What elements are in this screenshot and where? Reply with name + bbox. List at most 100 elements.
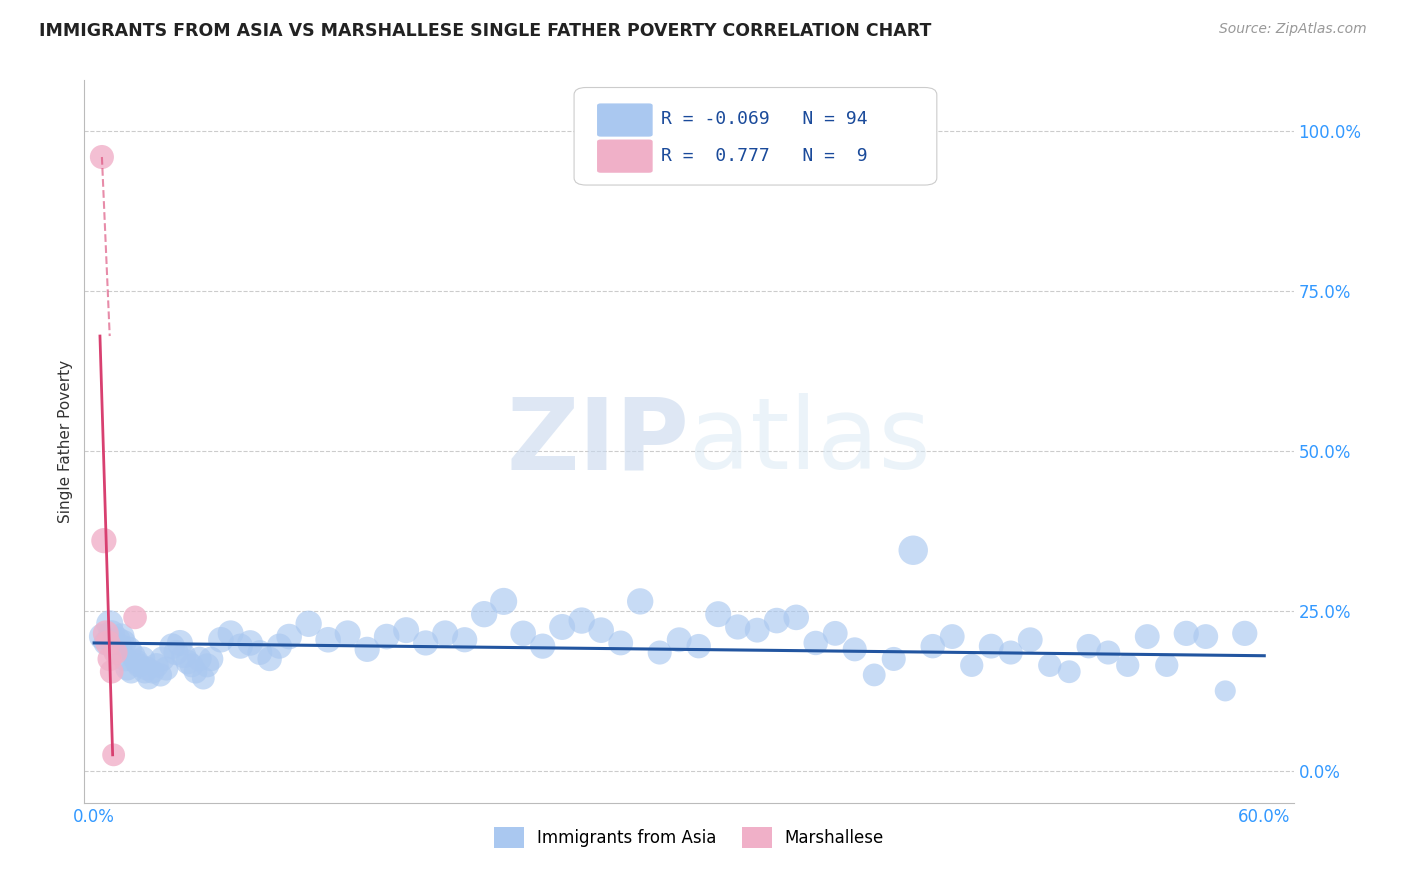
Point <box>107 632 129 647</box>
Point <box>1136 630 1159 644</box>
FancyBboxPatch shape <box>574 87 936 185</box>
Point <box>960 658 983 673</box>
Point <box>883 652 905 666</box>
Point <box>184 665 207 679</box>
Point <box>395 623 418 637</box>
Point <box>609 636 631 650</box>
Point <box>145 658 167 673</box>
Point <box>804 636 827 650</box>
Point <box>415 636 437 650</box>
Point <box>165 646 187 660</box>
Point <box>298 616 321 631</box>
Point <box>193 671 215 685</box>
Point <box>177 655 200 669</box>
Point <box>169 636 191 650</box>
Point <box>1039 658 1062 673</box>
Point <box>134 665 156 679</box>
Text: Source: ZipAtlas.com: Source: ZipAtlas.com <box>1219 22 1367 37</box>
Point <box>122 648 145 663</box>
Point <box>941 630 963 644</box>
Text: ZIP: ZIP <box>506 393 689 490</box>
Point <box>844 642 866 657</box>
Point <box>239 636 262 650</box>
Point <box>155 661 177 675</box>
Point <box>571 614 593 628</box>
Text: R = -0.069   N = 94: R = -0.069 N = 94 <box>661 110 868 128</box>
Text: atlas: atlas <box>689 393 931 490</box>
Point <box>1019 632 1042 647</box>
Point <box>160 639 183 653</box>
Point <box>824 626 846 640</box>
Point <box>269 639 291 653</box>
Point <box>249 646 271 660</box>
Point <box>492 594 515 608</box>
Point <box>209 632 232 647</box>
Point <box>765 614 787 628</box>
Point <box>103 747 125 762</box>
Point <box>124 610 146 624</box>
Point <box>259 652 281 666</box>
Point <box>110 630 132 644</box>
FancyBboxPatch shape <box>598 103 652 136</box>
Point <box>1195 630 1218 644</box>
Point <box>512 626 534 640</box>
Point <box>97 636 120 650</box>
Point <box>135 661 157 675</box>
Legend: Immigrants from Asia, Marshallese: Immigrants from Asia, Marshallese <box>485 819 893 856</box>
Point <box>125 655 148 669</box>
Point <box>551 620 574 634</box>
Point <box>100 626 122 640</box>
Point <box>103 636 125 650</box>
Point <box>149 668 172 682</box>
Point <box>316 632 339 647</box>
Point <box>195 658 218 673</box>
Point <box>356 642 378 657</box>
Point <box>128 658 150 673</box>
Point <box>138 671 160 685</box>
Point <box>1175 626 1198 640</box>
Point <box>94 636 117 650</box>
Point <box>863 668 886 682</box>
Point <box>531 639 554 653</box>
Point <box>1000 646 1022 660</box>
Point <box>278 630 301 644</box>
Point <box>118 642 141 657</box>
FancyBboxPatch shape <box>598 139 652 173</box>
Point <box>591 623 613 637</box>
Point <box>98 616 121 631</box>
Point <box>747 623 769 637</box>
Point <box>100 665 122 679</box>
Point <box>727 620 749 634</box>
Point <box>188 652 211 666</box>
Point <box>200 652 222 666</box>
Point <box>628 594 651 608</box>
Point <box>117 661 139 675</box>
Y-axis label: Single Father Poverty: Single Father Poverty <box>58 360 73 523</box>
Point <box>434 626 457 640</box>
Point <box>472 607 495 622</box>
Point <box>1057 665 1080 679</box>
Point <box>1097 646 1119 660</box>
Text: IMMIGRANTS FROM ASIA VS MARSHALLESE SINGLE FATHER POVERTY CORRELATION CHART: IMMIGRANTS FROM ASIA VS MARSHALLESE SING… <box>39 22 932 40</box>
Point <box>453 632 475 647</box>
Point <box>980 639 1002 653</box>
Point <box>688 639 710 653</box>
Point <box>648 646 671 660</box>
Point <box>142 665 165 679</box>
Point <box>108 639 131 653</box>
Point <box>1213 684 1236 698</box>
Point <box>229 639 252 653</box>
Point <box>150 652 173 666</box>
Point <box>921 639 943 653</box>
Point <box>707 607 730 622</box>
Point <box>94 626 117 640</box>
Point <box>90 630 112 644</box>
Point <box>104 646 127 660</box>
Point <box>173 648 195 663</box>
Point <box>114 652 136 666</box>
Point <box>219 626 242 640</box>
Point <box>112 636 135 650</box>
Point <box>668 632 690 647</box>
Point <box>132 652 155 666</box>
Text: R =  0.777   N =  9: R = 0.777 N = 9 <box>661 147 868 165</box>
